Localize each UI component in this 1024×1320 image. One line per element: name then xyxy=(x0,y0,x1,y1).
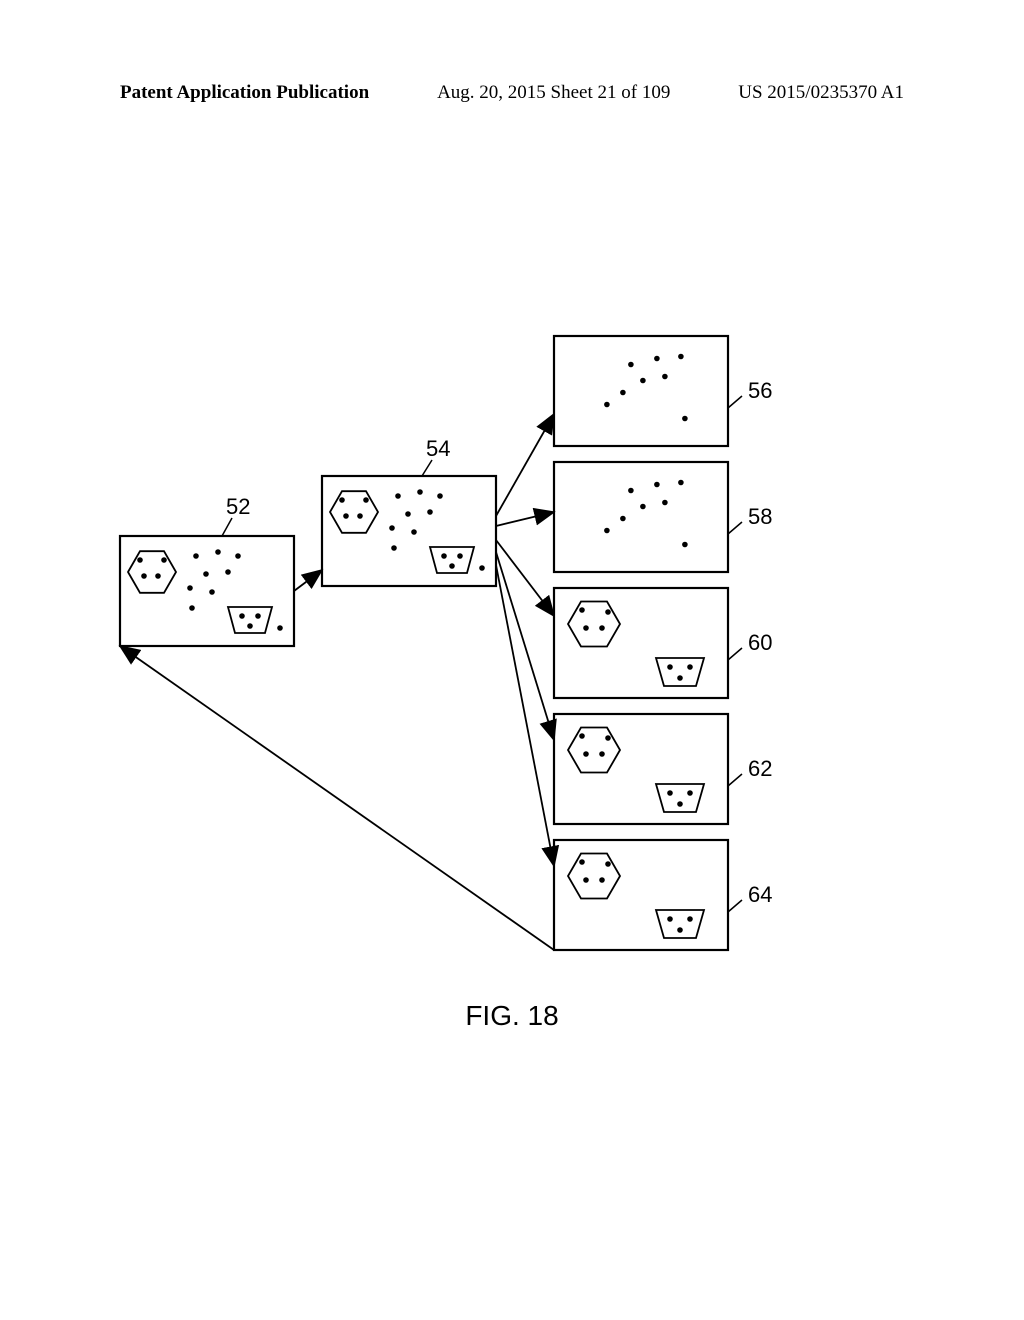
diagram-svg: 52 54 56 58 60 62 64 xyxy=(0,0,1024,1320)
svg-text:58: 58 xyxy=(748,504,772,529)
svg-text:64: 64 xyxy=(748,882,772,907)
svg-text:56: 56 xyxy=(748,378,772,403)
svg-text:62: 62 xyxy=(748,756,772,781)
svg-text:52: 52 xyxy=(226,494,250,519)
figure-number: FIG. 18 xyxy=(465,1000,558,1032)
svg-text:60: 60 xyxy=(748,630,772,655)
svg-text:54: 54 xyxy=(426,436,450,461)
